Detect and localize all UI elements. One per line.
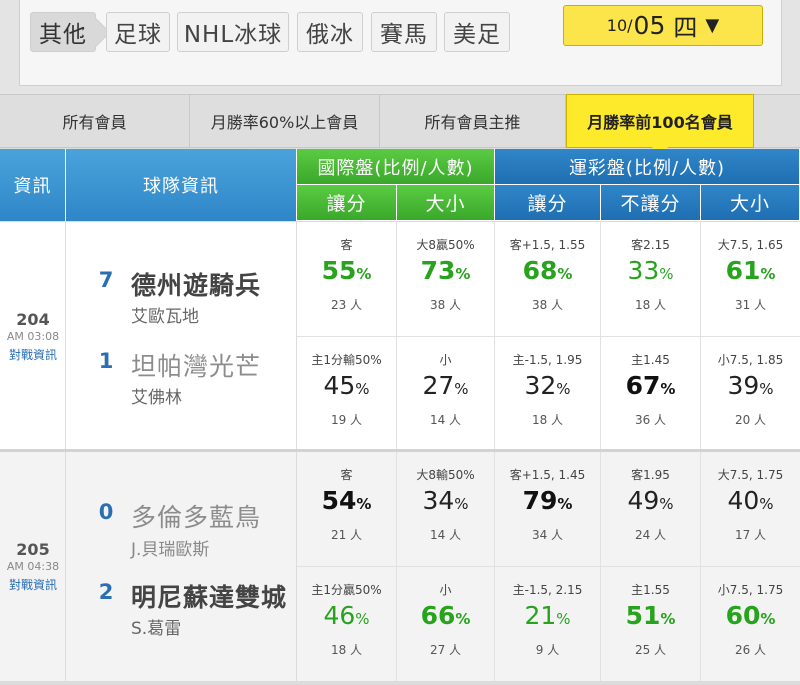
- home-team-name[interactable]: 坦帕灣光芒: [131, 352, 262, 381]
- odds-cell[interactable]: 小7.5, 1.75 60% 26 人: [717, 583, 784, 657]
- odds-cell[interactable]: 小 66% 27 人: [397, 567, 495, 681]
- odds-cell[interactable]: 小 27% 14 人: [397, 337, 495, 451]
- header-intl-handicap: 讓分: [297, 185, 397, 221]
- tab-60pct-members[interactable]: 月勝率60%以上會員: [190, 95, 380, 147]
- odds-cell[interactable]: 客 55% 23 人: [297, 222, 397, 336]
- odds-cell[interactable]: 主-1.5, 1.95 32% 18 人: [495, 337, 601, 451]
- odds-cell[interactable]: 主1分贏50% 46% 18 人: [297, 567, 397, 681]
- row-divider: [297, 336, 800, 337]
- sport-tab-nfl[interactable]: 美足: [444, 12, 510, 52]
- away-team-name[interactable]: 德州遊騎兵: [131, 271, 262, 300]
- header-team-info: 球隊資訊: [66, 149, 297, 221]
- sport-tab-nhl[interactable]: NHL冰球: [177, 12, 289, 52]
- game-separator: [0, 449, 800, 453]
- odds-cell[interactable]: 客1.95 49% 24 人: [601, 452, 701, 566]
- game-row-204: 204 AM 03:08 對戰資訊 7 德州遊騎兵 艾歐瓦地 1 坦帕灣光芒 艾…: [0, 222, 800, 451]
- away-score: 0: [98, 500, 114, 524]
- home-pitcher: S.葛雷: [131, 619, 182, 639]
- game-number: 204: [16, 310, 50, 329]
- date-day: 05: [633, 11, 666, 40]
- tab-all-members[interactable]: 所有會員: [0, 95, 190, 147]
- sport-tab-other[interactable]: 其他: [30, 12, 96, 52]
- game-row-205: 205 AM 04:38 對戰資訊 0 多倫多藍鳥 J.貝瑞歐斯 2 明尼蘇達雙…: [0, 452, 800, 681]
- tab-member-picks[interactable]: 所有會員主推: [380, 95, 566, 147]
- odds-cell[interactable]: 主1.55 51% 25 人: [601, 567, 701, 681]
- home-pitcher: 艾佛林: [131, 388, 182, 408]
- odds-cell[interactable]: 主-1.5, 2.15 21% 9 人: [495, 567, 601, 681]
- dropdown-arrow-icon: ▼: [705, 15, 720, 36]
- date-dropdown[interactable]: 10/05 四 ▼: [563, 5, 763, 46]
- odds-cell[interactable]: 大7.5, 1.65 61% 31 人: [717, 238, 784, 312]
- header-lottery-no-handicap: 不讓分: [601, 185, 701, 221]
- team-info: 7 德州遊騎兵 艾歐瓦地 1 坦帕灣光芒 艾佛林: [66, 222, 297, 451]
- home-score: 1: [98, 349, 114, 373]
- game-info: 204 AM 03:08 對戰資訊: [0, 222, 66, 451]
- team-info: 0 多倫多藍鳥 J.貝瑞歐斯 2 明尼蘇達雙城 S.葛雷: [66, 452, 297, 681]
- tab-top100-members[interactable]: 月勝率前100名會員: [566, 94, 754, 156]
- odds-cell[interactable]: 客+1.5, 1.55 68% 38 人: [495, 222, 601, 336]
- header-lottery-over-under: 大小: [701, 185, 800, 221]
- date-weekday: 四: [673, 14, 698, 42]
- home-score: 2: [98, 580, 114, 604]
- home-team-name[interactable]: 明尼蘇達雙城: [131, 583, 288, 612]
- matchup-link[interactable]: 對戰資訊: [8, 578, 57, 592]
- away-score: 7: [98, 268, 114, 292]
- odds-cell[interactable]: 客2.15 33% 18 人: [601, 222, 701, 336]
- top-bar: 其他 足球 NHL冰球 俄冰 賽馬 美足 10/05 四 ▼: [0, 0, 800, 94]
- odds-cell[interactable]: 小7.5, 1.85 39% 20 人: [717, 353, 784, 427]
- header-intl-over-under: 大小: [397, 185, 495, 221]
- header-lottery-handicap: 讓分: [495, 185, 601, 221]
- sport-tab-russian-hockey[interactable]: 俄冰: [297, 12, 363, 52]
- away-pitcher: 艾歐瓦地: [131, 307, 199, 327]
- odds-cell[interactable]: 客+1.5, 1.45 79% 34 人: [495, 452, 601, 566]
- away-pitcher: J.貝瑞歐斯: [131, 540, 210, 560]
- matchup-link[interactable]: 對戰資訊: [8, 348, 57, 362]
- header-intl-odds: 國際盤(比例/人數): [297, 149, 495, 185]
- sport-tab-horse-racing[interactable]: 賽馬: [371, 12, 437, 52]
- odds-cell[interactable]: 大8輸50% 34% 14 人: [397, 452, 495, 566]
- row-divider: [297, 566, 800, 567]
- game-time: AM 04:38: [6, 560, 60, 573]
- odds-cell[interactable]: 客 54% 21 人: [297, 452, 397, 566]
- away-team-name[interactable]: 多倫多藍鳥: [131, 503, 262, 532]
- odds-cell[interactable]: 主1分輸50% 45% 19 人: [297, 337, 397, 451]
- odds-cell[interactable]: 大7.5, 1.75 40% 17 人: [717, 468, 784, 542]
- odds-cell[interactable]: 大8贏50% 73% 38 人: [397, 222, 495, 336]
- header-sports-lottery: 運彩盤(比例/人數): [495, 149, 800, 185]
- game-time: AM 03:08: [6, 330, 60, 343]
- sport-tab-soccer[interactable]: 足球: [106, 12, 170, 52]
- member-filter-tabs: 所有會員 月勝率60%以上會員 所有會員主推 月勝率前100名會員: [0, 94, 800, 156]
- date-month: 10/: [606, 16, 633, 35]
- game-info: 205 AM 04:38 對戰資訊: [0, 452, 66, 681]
- header-info: 資訊: [0, 149, 66, 221]
- odds-cell[interactable]: 主1.45 67% 36 人: [601, 337, 701, 451]
- game-number: 205: [16, 540, 50, 559]
